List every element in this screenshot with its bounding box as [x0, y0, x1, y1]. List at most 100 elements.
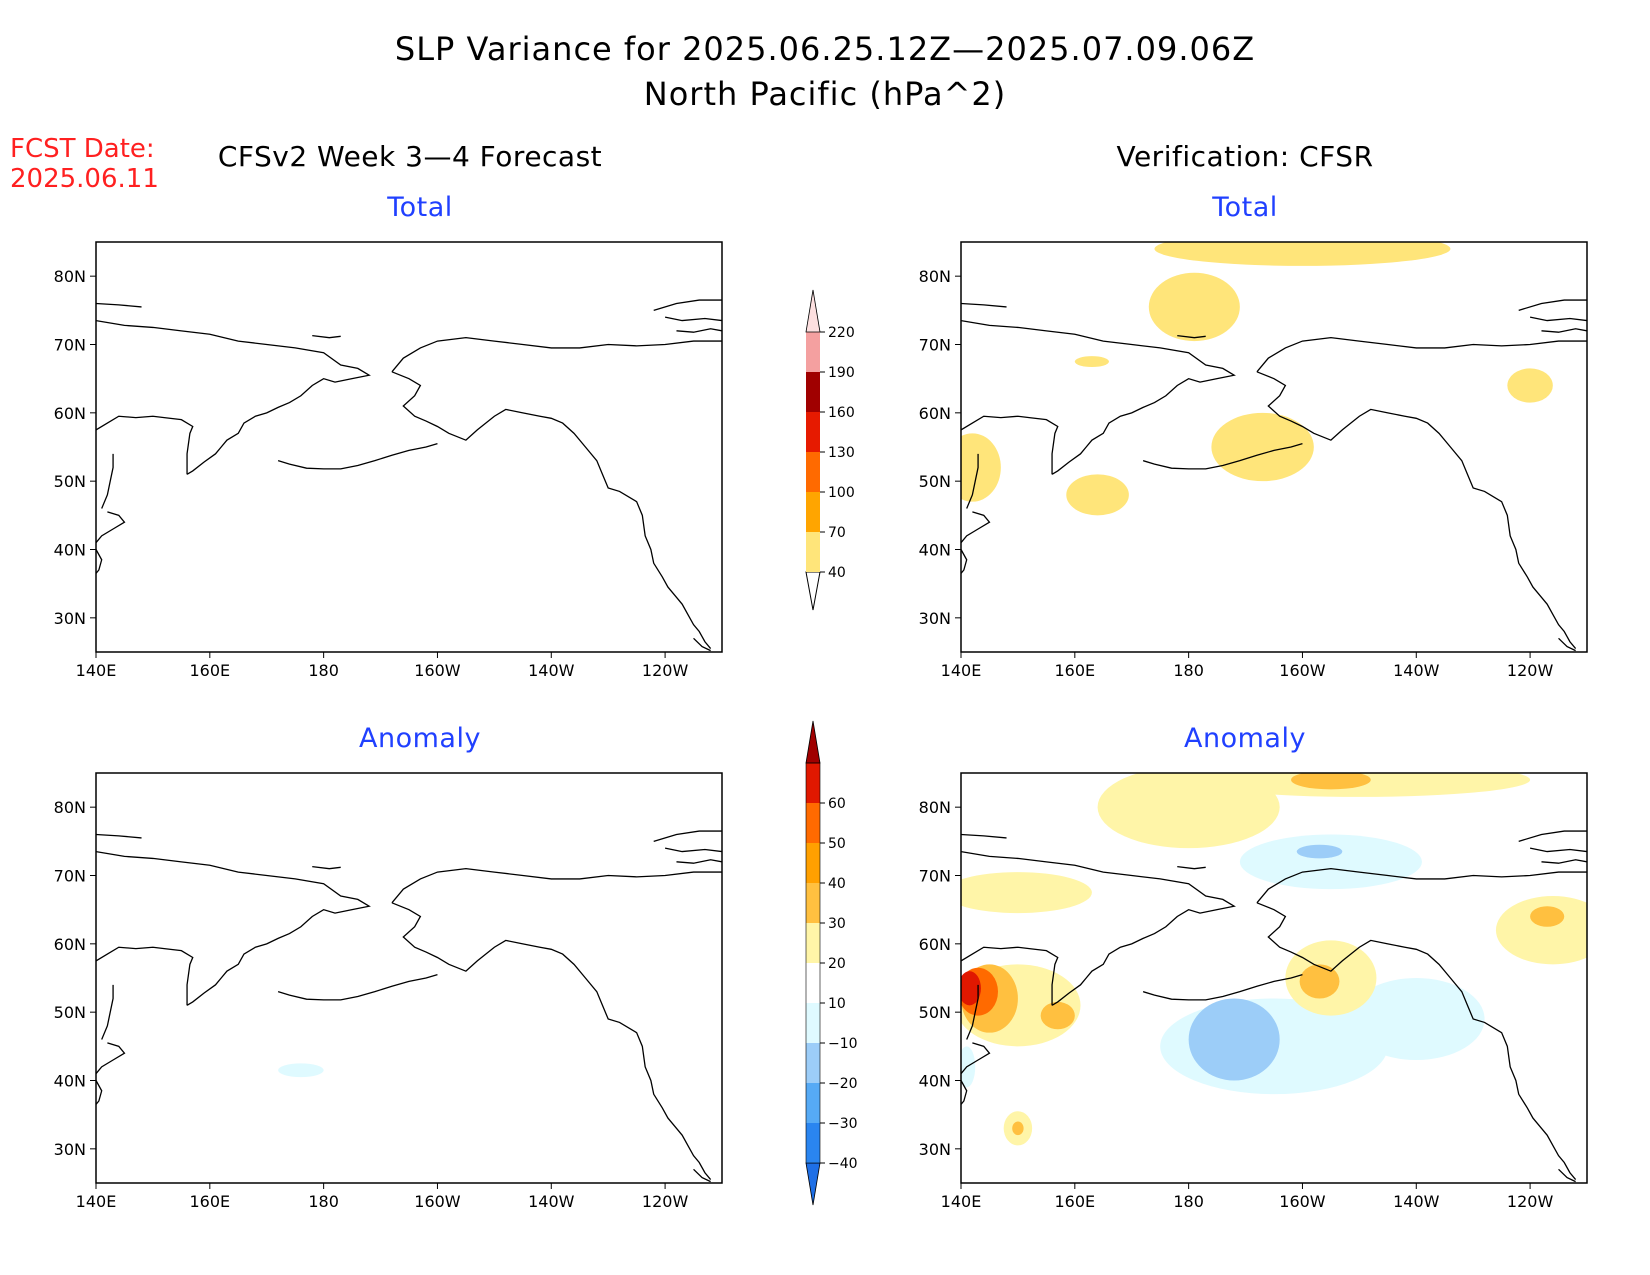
coastline: [676, 328, 722, 333]
x-tick-label: 120W: [1507, 1192, 1554, 1211]
colorbar-total-high-triangle: [805, 289, 821, 333]
x-tick-label: 160E: [1054, 661, 1095, 680]
coastline: [676, 859, 722, 864]
coastline: [391, 371, 712, 649]
coastline: [961, 1080, 968, 1106]
y-tick-label: 50N: [54, 1003, 86, 1022]
map-content-br: [961, 773, 1587, 1183]
shaded-region: [961, 433, 1001, 502]
y-tick-label: 50N: [54, 472, 86, 491]
x-tick-label: 140E: [941, 661, 982, 680]
coastline: [961, 850, 1236, 1006]
shaded-region: [1347, 978, 1485, 1060]
y-tick-label: 40N: [54, 1072, 86, 1091]
fcst-label: FCST Date:: [10, 134, 155, 164]
map-content-tl: [96, 299, 722, 652]
coastline: [1256, 902, 1577, 1180]
colorbar-anomaly-high-triangle: [805, 720, 821, 764]
coastline: [101, 453, 114, 509]
x-tick-label: 160W: [414, 661, 461, 680]
x-tick-label: 140E: [76, 1192, 117, 1211]
y-tick-label: 50N: [919, 1003, 951, 1022]
y-tick-label: 80N: [919, 267, 951, 286]
colorbar-total-label: 70: [828, 525, 846, 541]
x-tick-label: 160E: [189, 661, 230, 680]
colorbar-anomaly-label: 60: [828, 796, 846, 812]
colorbar-total-segment: [806, 332, 820, 372]
coastline: [1558, 1168, 1576, 1183]
x-tick-label: 140E: [941, 1192, 982, 1211]
coastline: [1541, 859, 1587, 864]
y-tick-label: 80N: [54, 798, 86, 817]
colorbar-anomaly-segment: [806, 923, 820, 963]
shaded-region: [1097, 773, 1280, 849]
x-tick-label: 180: [1173, 661, 1204, 680]
shaded-region: [961, 872, 1092, 914]
map-panel-tl: 140E 160E 180 160W 140W 120W 80N 70N 60N 50N 40N 30…: [54, 241, 723, 680]
colorbar-anomaly-label: 30: [828, 916, 846, 932]
y-tick-label: 60N: [54, 935, 86, 954]
y-tick-label: 30N: [54, 609, 86, 628]
x-tick-label: 160E: [1054, 1192, 1095, 1211]
y-tick-label: 30N: [919, 1140, 951, 1159]
map-panel-tr: 140E 160E 180 160W 140W 120W 80N 70N 60N 50N 40N 30…: [919, 241, 1588, 680]
x-tick-label: 140W: [1393, 661, 1440, 680]
colorbar-anomaly-low-triangle: [805, 1162, 821, 1206]
coastline: [391, 337, 722, 373]
x-tick-label: 160W: [1279, 661, 1326, 680]
coastline: [1142, 442, 1303, 470]
y-tick-label: 50N: [919, 472, 951, 491]
coastline: [961, 319, 1236, 475]
coastline: [961, 833, 1007, 839]
coastline: [391, 902, 712, 1180]
coastline: [96, 319, 371, 475]
colorbar-anomaly-label: −10: [828, 1036, 858, 1052]
coastline: [96, 833, 142, 839]
x-tick-label: 120W: [1507, 661, 1554, 680]
colorbar-total-label: 190: [828, 365, 855, 381]
shaded-region: [961, 1046, 976, 1088]
colorbar-total-segment: [806, 372, 820, 412]
x-tick-label: 180: [1173, 1192, 1204, 1211]
coastline: [1177, 334, 1206, 339]
coastline: [312, 334, 341, 339]
y-tick-label: 80N: [919, 798, 951, 817]
shaded-region: [1148, 272, 1240, 342]
coastline: [96, 850, 371, 1006]
coastline: [1518, 299, 1587, 311]
colorbar-total-label: 130: [828, 445, 855, 461]
x-tick-label: 180: [308, 1192, 339, 1211]
x-tick-label: 140E: [76, 661, 117, 680]
shaded-region: [961, 971, 981, 1006]
colorbar-total-segment: [806, 452, 820, 492]
coastline: [96, 946, 194, 1006]
map-content-bl: [96, 830, 722, 1183]
panel-title-top-right: Total: [1212, 192, 1278, 223]
coastline: [96, 1080, 103, 1106]
coastline: [961, 302, 1007, 308]
coastline: [312, 865, 341, 870]
shaded-region: [1188, 998, 1280, 1081]
y-tick-label: 40N: [919, 541, 951, 560]
coastline: [1256, 337, 1587, 373]
coastline: [961, 946, 1059, 1006]
x-tick-label: 160W: [414, 1192, 461, 1211]
coastline: [961, 511, 991, 544]
left-column-title: CFSv2 Week 3—4 Forecast: [217, 140, 603, 173]
figure-title: SLP Variance for 2025.06.25.12Z—2025.07.…: [394, 30, 1256, 68]
colorbar-anomaly-label: −30: [828, 1116, 858, 1132]
right-column-title: Verification: CFSR: [1116, 140, 1374, 173]
coastline: [1256, 868, 1587, 904]
coastline: [1541, 328, 1587, 333]
colorbar-anomaly-label: 50: [828, 836, 846, 852]
colorbar-anomaly-segment: [806, 803, 820, 843]
coastline: [664, 316, 722, 322]
colorbar-anomaly-label: 20: [828, 956, 846, 972]
x-tick-label: 180: [308, 661, 339, 680]
colorbar-total-label: 220: [828, 325, 855, 341]
coastline: [664, 847, 722, 853]
colorbar-anomaly-segment: [806, 1003, 820, 1043]
map-frame: [95, 241, 723, 653]
shaded-region: [1040, 1001, 1075, 1030]
